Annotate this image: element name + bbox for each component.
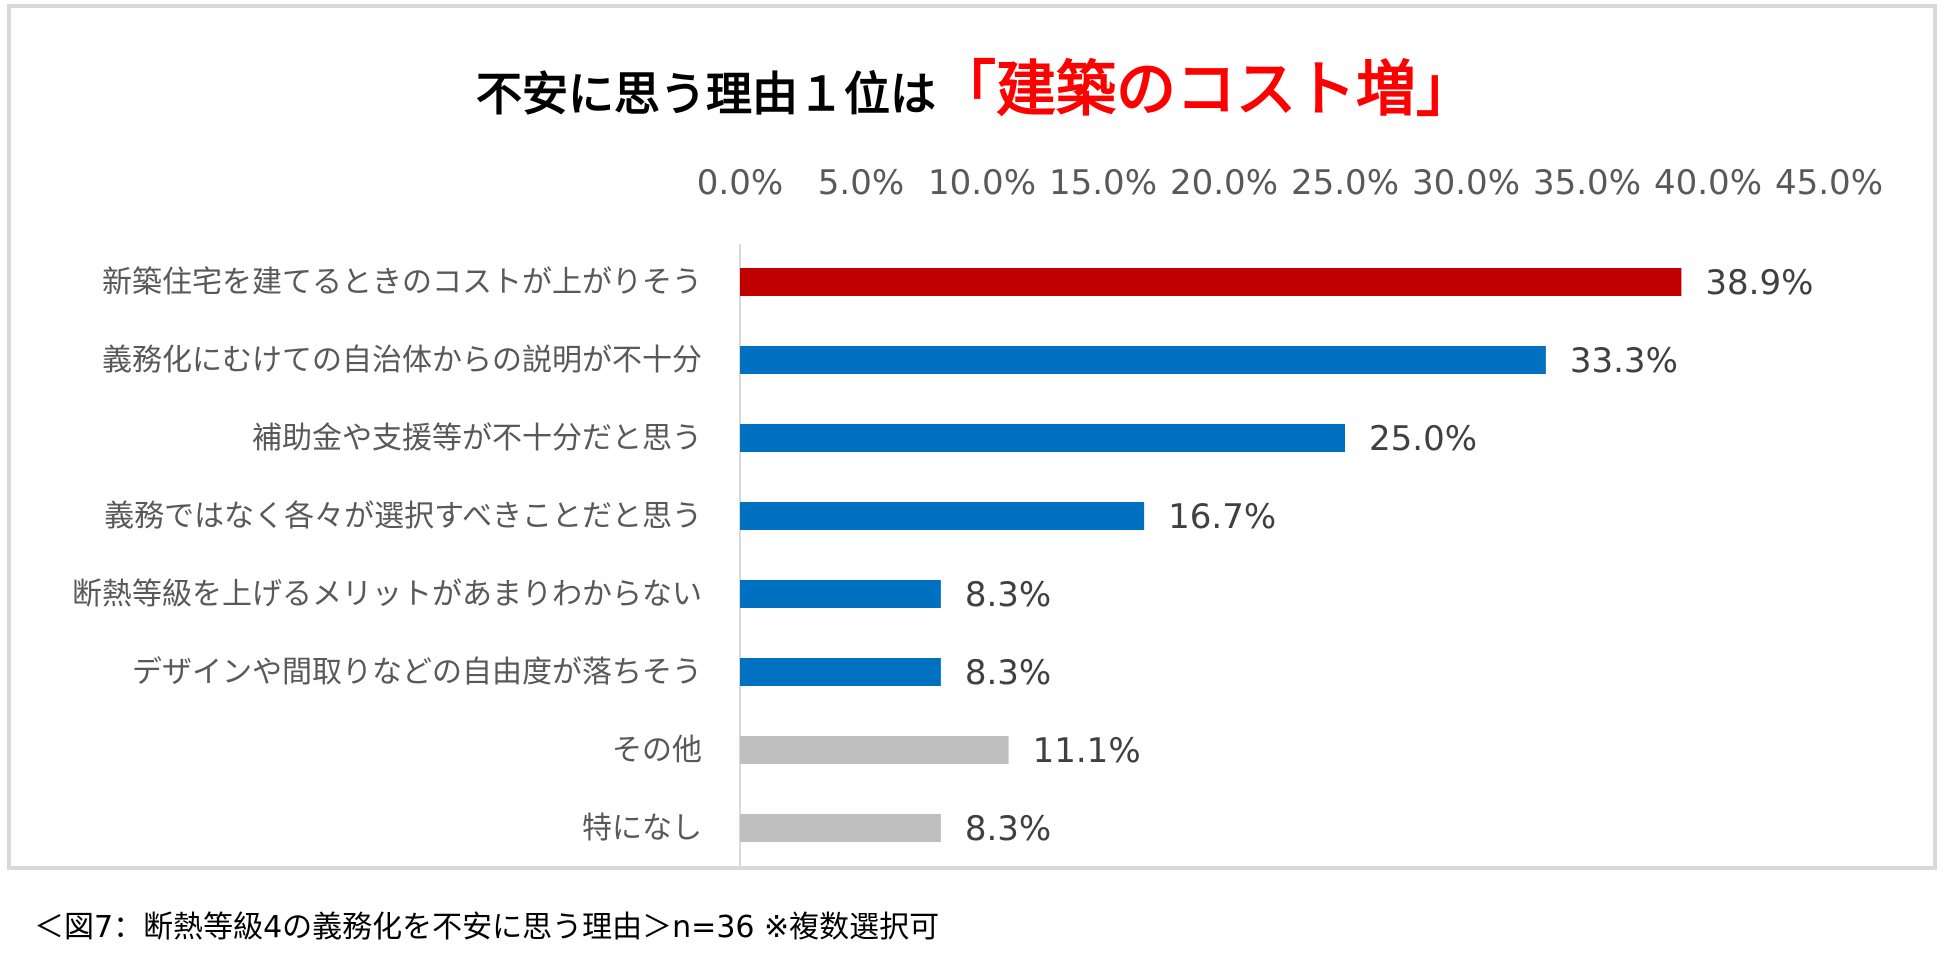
bar (740, 502, 1145, 530)
chart-title-main: 不安に思う理由１位は (476, 67, 936, 121)
x-tick-label: 30.0% (1412, 163, 1520, 203)
category-label: 義務ではなく各々が選択すべきことだと思う (104, 499, 702, 534)
category-label: 断熱等級を上げるメリットがあまりわからない (72, 577, 702, 612)
bar (740, 268, 1682, 296)
x-tick-label: 45.0% (1775, 163, 1883, 203)
bars (740, 268, 1682, 842)
bar (740, 814, 941, 842)
x-tick-label: 15.0% (1049, 163, 1157, 203)
chart-title-highlight: 「建築のコスト増」 (936, 55, 1476, 125)
x-tick-label: 10.0% (928, 163, 1036, 203)
bar (740, 346, 1546, 374)
x-tick-label: 40.0% (1654, 163, 1762, 203)
category-label: その他 (612, 733, 702, 768)
x-tick-label: 25.0% (1291, 163, 1399, 203)
figure-caption: ＜図7：断熱等級4の義務化を不安に思う理由＞n=36 ※複数選択可 (34, 910, 940, 945)
value-label: 11.1% (1033, 731, 1141, 771)
category-label: デザインや間取りなどの自由度が落ちそう (132, 655, 702, 690)
x-axis-tick-labels: 0.0% 5.0% 10.0% 15.0% 20.0% 25.0% 30.0% 35.0% 40… (697, 163, 1883, 203)
bar (740, 580, 941, 608)
chart-title: 不安に思う理由１位は「建築のコスト増」 (11, 60, 1941, 120)
bar-chart: 0.0% 5.0% 10.0% 15.0% 20.0% 25.0% 30.0% 35.0% 40… (72, 163, 1883, 866)
category-label: 補助金や支援等が不十分だと思う (252, 421, 702, 456)
category-labels: 新築住宅を建てるときのコストが上がりそう義務化にむけての自治体からの説明が不十分… (72, 265, 702, 846)
category-label: 特になし (582, 811, 702, 846)
value-label: 25.0% (1369, 419, 1477, 459)
value-label: 8.3% (965, 653, 1051, 693)
bar (740, 658, 941, 686)
x-tick-label: 20.0% (1170, 163, 1278, 203)
x-tick-label: 5.0% (818, 163, 904, 203)
value-labels: 38.9% 33.3% 25.0% 16.7% 8.3% 8.3% 11.1% 8.3% (965, 263, 1814, 849)
x-tick-label: 0.0% (697, 163, 783, 203)
category-label: 新築住宅を建てるときのコストが上がりそう (102, 265, 702, 300)
x-tick-label: 35.0% (1533, 163, 1641, 203)
value-label: 33.3% (1570, 341, 1678, 381)
value-label: 8.3% (965, 575, 1051, 615)
value-label: 38.9% (1705, 263, 1813, 303)
bar (740, 736, 1009, 764)
category-label: 義務化にむけての自治体からの説明が不十分 (102, 343, 702, 378)
bar (740, 424, 1345, 452)
value-label: 8.3% (965, 809, 1051, 849)
value-label: 16.7% (1168, 497, 1276, 537)
